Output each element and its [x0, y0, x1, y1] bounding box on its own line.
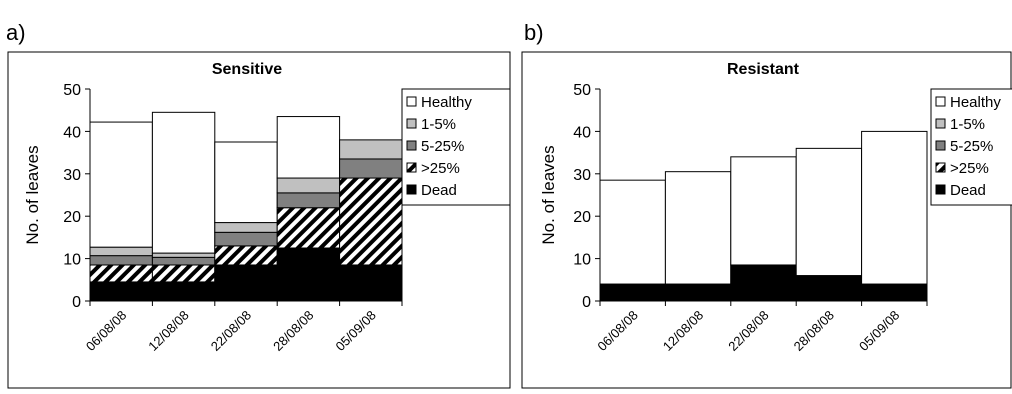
- y-tick-label: 40: [63, 124, 81, 141]
- x-tick-label: 28/08/08: [791, 308, 837, 354]
- legend-label: 1-5%: [950, 116, 985, 133]
- y-tick-label: 10: [573, 252, 591, 269]
- chart-title: Resistant: [727, 61, 800, 78]
- bar-segment: [214, 141, 278, 224]
- bar-segment: [599, 283, 666, 302]
- legend-label: 5-25%: [421, 138, 464, 155]
- bar-segment: [89, 281, 153, 302]
- bar-segment: [730, 156, 797, 266]
- bar-segment: [214, 222, 278, 233]
- y-tick-label: 20: [573, 209, 591, 226]
- legend-label: Dead: [950, 182, 986, 199]
- x-tick-label: 05/09/08: [856, 308, 902, 354]
- legend-swatch: [935, 140, 946, 151]
- legend-label: Healthy: [421, 94, 472, 111]
- legend-label: 1-5%: [421, 116, 456, 133]
- y-tick-label: 10: [63, 252, 81, 269]
- sensitive-chart: Sensitive No. of leaves 0 10 20 30 40 50 06/08…: [7, 51, 511, 389]
- y-tick-label: 0: [582, 294, 591, 311]
- x-tick-label: 22/08/08: [725, 308, 771, 354]
- x-tick-label: 12/08/08: [145, 308, 191, 354]
- y-tick-label: 50: [63, 82, 81, 99]
- bar-segment: [861, 283, 928, 302]
- bar-segment: [89, 264, 153, 283]
- chart-title: Sensitive: [212, 61, 282, 78]
- legend-swatch: [406, 184, 417, 195]
- bar-segment: [89, 255, 153, 266]
- bar-segment: [599, 179, 666, 285]
- bar-segment: [664, 171, 732, 285]
- bar-segment: [151, 256, 216, 266]
- bar-segment: [151, 252, 216, 258]
- x-tick-label: 22/08/08: [208, 308, 254, 354]
- bar-segment: [795, 147, 863, 277]
- bar-segment: [276, 177, 341, 194]
- x-tick-label: 06/08/08: [83, 308, 129, 354]
- bar-segment: [276, 247, 341, 302]
- y-axis-label: No. of leaves: [23, 145, 42, 244]
- legend-label: Dead: [421, 182, 457, 199]
- legend-swatch: [406, 96, 417, 107]
- legend-label: >25%: [950, 160, 989, 177]
- bar-segment: [214, 264, 278, 302]
- y-tick-label: 40: [573, 124, 591, 141]
- x-tick-label: 05/09/08: [333, 308, 379, 354]
- legend-swatch: [406, 162, 417, 173]
- bar-segment: [339, 139, 403, 160]
- bar-segment: [664, 283, 732, 302]
- panel-a-label: a): [6, 20, 26, 45]
- y-tick-label: 0: [72, 294, 81, 311]
- legend-swatch: [935, 96, 946, 107]
- legend-label: 5-25%: [950, 138, 993, 155]
- legend-swatch: [935, 118, 946, 129]
- bar-segment: [339, 158, 403, 179]
- bar-segment: [861, 130, 928, 285]
- legend-box: [401, 88, 511, 206]
- bar-segment: [151, 281, 216, 302]
- bar-segment: [276, 116, 341, 179]
- bar-segment: [89, 246, 153, 257]
- bar-segment: [151, 111, 216, 254]
- x-tick-label: 28/08/08: [270, 308, 316, 354]
- panel-b-label: b): [524, 20, 544, 45]
- bar-segment: [339, 264, 403, 302]
- y-tick-label: 30: [573, 167, 591, 184]
- bar-segment: [214, 231, 278, 247]
- legend-swatch: [406, 140, 417, 151]
- legend-swatch: [406, 118, 417, 129]
- resistant-chart: Resistant No. of leaves 0 10 20 30 40 50 06/08…: [521, 51, 1012, 389]
- bar-segment: [730, 264, 797, 302]
- bar-segment: [151, 264, 216, 283]
- x-tick-label: 06/08/08: [594, 308, 640, 354]
- legend-swatch: [935, 162, 946, 173]
- resistant-chart-frame: [521, 51, 1012, 389]
- y-tick-label: 30: [63, 167, 81, 184]
- legend-label: >25%: [421, 160, 460, 177]
- legend-label: Healthy: [950, 94, 1001, 111]
- sensitive-chart-frame: [7, 51, 511, 389]
- legend-swatch: [935, 184, 946, 195]
- x-tick-label: 12/08/08: [660, 308, 706, 354]
- bar-segment: [276, 207, 341, 249]
- bar-segment: [276, 192, 341, 209]
- y-tick-label: 20: [63, 209, 81, 226]
- y-axis-label: No. of leaves: [539, 145, 558, 244]
- bar-segment: [89, 121, 153, 248]
- bar-segment: [795, 275, 863, 302]
- bar-segment: [339, 177, 403, 266]
- y-tick-label: 50: [573, 82, 591, 99]
- bar-segment: [214, 245, 278, 266]
